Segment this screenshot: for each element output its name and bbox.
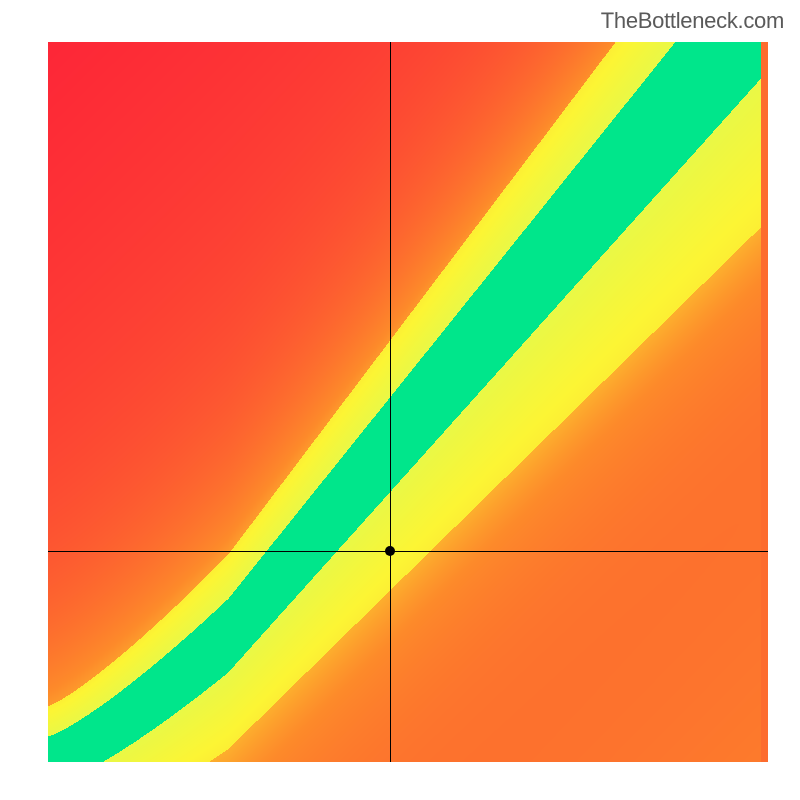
watermark-label: TheBottleneck.com bbox=[601, 8, 784, 34]
heatmap-plot bbox=[48, 42, 768, 762]
heatmap-canvas bbox=[48, 42, 768, 762]
chart-container: TheBottleneck.com bbox=[0, 0, 800, 800]
